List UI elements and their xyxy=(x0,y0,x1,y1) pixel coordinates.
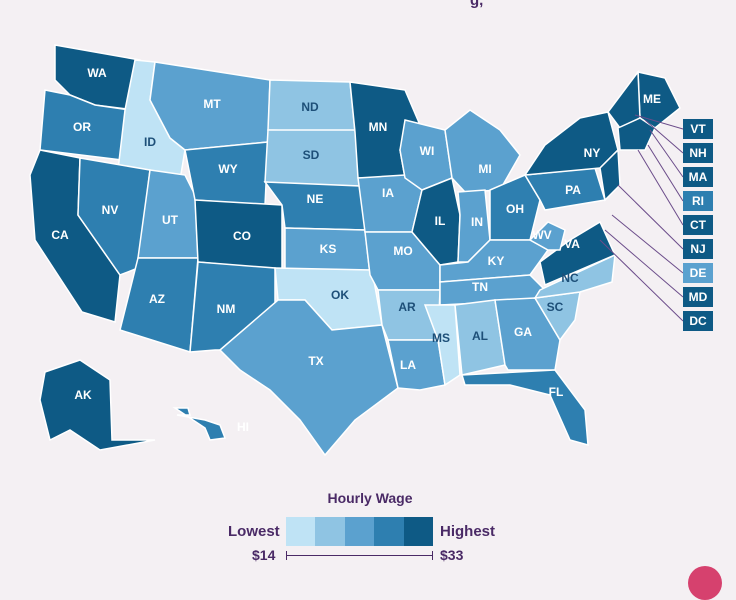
state-label-sd: SD xyxy=(303,148,320,162)
state-label-me: ME xyxy=(643,92,661,106)
callout-box-vt xyxy=(683,119,713,139)
legend-swatch-4 xyxy=(374,517,404,546)
callout-label-nh: NH xyxy=(689,146,706,160)
legend-swatch-3 xyxy=(344,517,375,546)
state-label-mo: MO xyxy=(393,244,412,258)
legend-swatch-5 xyxy=(403,517,433,546)
callout-line-vt xyxy=(634,114,684,130)
state-label-mt: MT xyxy=(203,97,221,111)
legend-swatch-2 xyxy=(315,517,345,546)
legend-highest-label: Highest xyxy=(440,523,496,540)
state-label-ut: UT xyxy=(162,213,179,227)
callout-label-ct: CT xyxy=(690,218,707,232)
state-label-nm: NM xyxy=(217,302,236,316)
state-wv xyxy=(528,221,566,251)
state-label-pa: PA xyxy=(565,183,581,197)
state-label-ne: NE xyxy=(307,192,324,206)
state-label-wa: WA xyxy=(87,66,107,80)
state-label-hi: HI xyxy=(237,420,249,434)
legend-min-value: $14 xyxy=(252,547,276,563)
state-label-or: OR xyxy=(73,120,91,134)
legend-max-value: $33 xyxy=(440,547,464,563)
callout-box-ma xyxy=(683,167,713,187)
state-label-mn: MN xyxy=(369,120,388,134)
state-label-wi: WI xyxy=(420,144,435,158)
state-label-wv: WV xyxy=(532,228,551,242)
state-label-nd: ND xyxy=(301,100,319,114)
callout-box-md xyxy=(683,287,713,307)
state-label-ny: NY xyxy=(584,146,601,160)
state-label-oh: OH xyxy=(506,202,524,216)
callout-box-ri xyxy=(683,191,713,211)
page-title-fragment: g, xyxy=(470,0,484,9)
state-label-co: CO xyxy=(233,229,251,243)
state-label-tx: TX xyxy=(308,354,323,368)
state-label-ak: AK xyxy=(74,388,92,402)
state-ms xyxy=(423,304,461,387)
legend-color-scale xyxy=(286,517,433,546)
callout-line-ma xyxy=(649,129,684,178)
state-label-id: ID xyxy=(144,135,156,149)
state-label-il: IL xyxy=(435,214,446,228)
callout-box-nj xyxy=(683,239,713,259)
legend-swatch-1 xyxy=(286,517,316,546)
state-label-ar: AR xyxy=(398,300,416,314)
state-label-wy: WY xyxy=(218,162,237,176)
state-label-mi: MI xyxy=(478,162,491,176)
us-wage-map: WA OR CA ID NV UT AZ MT WY CO NM ND SD NE KS OK TX MN IA MO… xyxy=(29,44,713,457)
state-ak xyxy=(39,359,156,451)
state-label-ms: MS xyxy=(432,331,450,345)
callout-label-ri: RI xyxy=(692,194,704,208)
callout-box-de xyxy=(683,263,713,283)
callout-line-nh xyxy=(644,119,684,154)
northeast-region-3 xyxy=(599,148,621,202)
state-la xyxy=(387,339,446,391)
callout-label-dc: DC xyxy=(689,314,707,328)
callout-box-dc xyxy=(683,311,713,331)
legend-title: Hourly Wage xyxy=(327,490,413,506)
callout-line-ri xyxy=(647,144,684,202)
northeast-region-2 xyxy=(617,117,656,151)
state-label-nv: NV xyxy=(102,203,119,217)
corner-badge-icon[interactable] xyxy=(688,566,722,600)
state-label-ky: KY xyxy=(488,254,505,268)
state-tx xyxy=(218,299,399,457)
state-label-sc: SC xyxy=(547,300,564,314)
state-label-al: AL xyxy=(472,329,488,343)
state-label-nc: NC xyxy=(561,271,579,285)
state-label-fl: FL xyxy=(549,385,564,399)
legend-lowest-label: Lowest xyxy=(228,523,280,540)
state-nv xyxy=(77,157,151,276)
state-fl xyxy=(461,369,589,447)
state-mi xyxy=(444,109,521,193)
state-label-ok: OK xyxy=(331,288,349,302)
state-label-tn: TN xyxy=(472,280,488,294)
state-hi xyxy=(172,407,227,441)
state-label-ks: KS xyxy=(320,242,337,256)
state-oh xyxy=(489,174,541,241)
state-va xyxy=(539,220,616,287)
callout-label-nj: NJ xyxy=(690,242,705,256)
callout-label-md: MD xyxy=(689,290,708,304)
callout-box-nh xyxy=(683,143,713,163)
callout-box-ct xyxy=(683,215,713,235)
state-label-ca: CA xyxy=(51,228,69,242)
callout-line-nj xyxy=(617,184,684,250)
callout-line-ct xyxy=(637,149,684,226)
state-label-va: VA xyxy=(564,237,580,251)
legend-range-line xyxy=(286,551,433,560)
callout-line-dc xyxy=(599,239,684,322)
callout-label-vt: VT xyxy=(690,122,706,136)
state-label-az: AZ xyxy=(149,292,165,306)
state-label-ga: GA xyxy=(514,325,532,339)
callout-label-de: DE xyxy=(690,266,707,280)
callout-line-de xyxy=(611,214,684,274)
state-label-la: LA xyxy=(400,358,416,372)
callout-label-ma: MA xyxy=(689,170,708,184)
state-label-ia: IA xyxy=(382,186,394,200)
state-label-in: IN xyxy=(471,215,483,229)
callout-line-md xyxy=(604,229,684,298)
